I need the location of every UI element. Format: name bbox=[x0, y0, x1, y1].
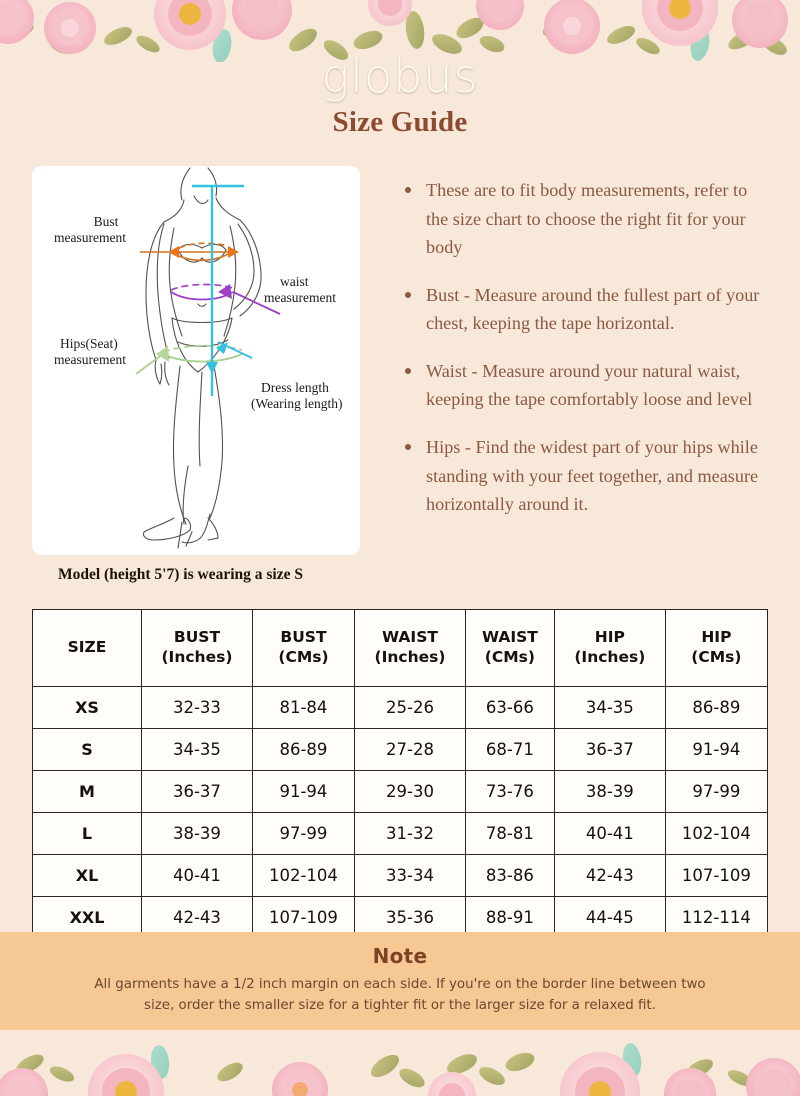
dress-length-indicator bbox=[192, 184, 253, 396]
floral-border-bottom bbox=[0, 1034, 800, 1096]
cell-hip-cms: 86-89 bbox=[664, 686, 769, 729]
instruction-item: These are to fit body measurements, refe… bbox=[398, 176, 766, 262]
page-title: Size Guide bbox=[332, 106, 468, 139]
header-line2: (Inches) bbox=[161, 648, 233, 666]
cell-waist-cms: 83-86 bbox=[464, 854, 555, 897]
cell-waist-cms: 88-91 bbox=[464, 896, 555, 939]
cell-bust-inches: 34-35 bbox=[141, 728, 253, 771]
cell-waist-cms: 78-81 bbox=[464, 812, 555, 855]
cell-bust-inches: 36-37 bbox=[141, 770, 253, 813]
body-figure-lines bbox=[142, 167, 262, 549]
bust-label-line1: Bust bbox=[94, 214, 119, 229]
header-line2: (CMs) bbox=[278, 648, 329, 666]
column-header-bust-inches: BUST (Inches) bbox=[141, 609, 253, 687]
cell-waist-cms: 73-76 bbox=[464, 770, 555, 813]
header-line1: BUST bbox=[280, 628, 327, 647]
cell-bust-inches: 42-43 bbox=[141, 896, 253, 939]
header-line1: HIP bbox=[594, 628, 625, 647]
cell-bust-cms: 102-104 bbox=[251, 854, 356, 897]
cell-waist-inches: 33-34 bbox=[354, 854, 466, 897]
cell-size: XL bbox=[32, 854, 142, 897]
hips-measurement-indicator bbox=[135, 344, 243, 375]
cell-bust-cms: 86-89 bbox=[251, 728, 356, 771]
header-line2: (Inches) bbox=[374, 648, 446, 666]
header-line1: BUST bbox=[173, 628, 221, 647]
table-row: XXL 42-43 107-109 35-36 88-91 44-45 112-… bbox=[32, 896, 769, 939]
cell-size: XS bbox=[32, 686, 142, 729]
column-header-size: SIZE bbox=[32, 609, 142, 687]
size-chart-table: SIZE BUST (Inches) BUST (CMs) WAIST (Inc… bbox=[32, 609, 769, 939]
table-row: M 36-37 91-94 29-30 73-76 38-39 97-99 bbox=[32, 770, 769, 813]
model-caption: Model (height 5'7) is wearing a size S bbox=[58, 566, 303, 583]
hips-label-line1: Hips(Seat) bbox=[60, 336, 118, 351]
cell-size: M bbox=[32, 770, 142, 813]
column-header-waist-inches: WAIST (Inches) bbox=[354, 609, 466, 687]
brand-logo: globus bbox=[321, 49, 479, 103]
table-row: L 38-39 97-99 31-32 78-81 40-41 102-104 bbox=[32, 812, 769, 855]
header-line1: SIZE bbox=[67, 638, 107, 657]
measurement-illustration-panel: Bust measurement waist measurement Hips(… bbox=[32, 166, 360, 555]
cell-hip-cms: 102-104 bbox=[664, 812, 769, 855]
measurement-instructions-list: These are to fit body measurements, refe… bbox=[398, 176, 766, 538]
note-band: Note All garments have a 1/2 inch margin… bbox=[0, 932, 800, 1030]
cell-bust-inches: 40-41 bbox=[141, 854, 253, 897]
cell-hip-inches: 40-41 bbox=[553, 812, 666, 855]
cell-bust-cms: 91-94 bbox=[251, 770, 356, 813]
cell-waist-cms: 68-71 bbox=[464, 728, 555, 771]
cell-hip-cms: 91-94 bbox=[664, 728, 769, 771]
column-header-hip-inches: HIP (Inches) bbox=[553, 609, 666, 687]
column-header-bust-cms: BUST (CMs) bbox=[251, 609, 356, 687]
cell-bust-inches: 38-39 bbox=[141, 812, 253, 855]
cell-waist-inches: 27-28 bbox=[354, 728, 466, 771]
waist-label-line1: waist bbox=[280, 274, 309, 289]
table-header-row: SIZE BUST (Inches) BUST (CMs) WAIST (Inc… bbox=[32, 609, 769, 687]
header-line1: WAIST bbox=[382, 628, 438, 647]
waist-label-line2: measurement bbox=[264, 290, 336, 305]
cell-bust-cms: 81-84 bbox=[251, 686, 356, 729]
cell-hip-cms: 107-109 bbox=[664, 854, 769, 897]
dress-length-label-line1: Dress length bbox=[261, 380, 329, 395]
hips-label-line2: measurement bbox=[54, 352, 126, 367]
cell-hip-inches: 38-39 bbox=[553, 770, 666, 813]
bust-measurement-indicator bbox=[140, 242, 239, 262]
table-row: XS 32-33 81-84 25-26 63-66 34-35 86-89 bbox=[32, 686, 769, 729]
dress-length-label-line2: (Wearing length) bbox=[251, 396, 343, 411]
cell-size: L bbox=[32, 812, 142, 855]
cell-waist-inches: 31-32 bbox=[354, 812, 466, 855]
cell-waist-inches: 25-26 bbox=[354, 686, 466, 729]
waist-measurement-indicator bbox=[170, 283, 281, 315]
cell-hip-inches: 42-43 bbox=[553, 854, 666, 897]
cell-waist-inches: 29-30 bbox=[354, 770, 466, 813]
header-line1: WAIST bbox=[481, 628, 538, 647]
header-line1: HIP bbox=[701, 628, 732, 647]
cell-bust-cms: 107-109 bbox=[251, 896, 356, 939]
instruction-item: Hips - Find the widest part of your hips… bbox=[398, 433, 766, 519]
cell-waist-cms: 63-66 bbox=[464, 686, 555, 729]
cell-bust-inches: 32-33 bbox=[141, 686, 253, 729]
note-text: All garments have a 1/2 inch margin on e… bbox=[94, 977, 706, 1013]
cell-hip-inches: 34-35 bbox=[553, 686, 666, 729]
table-row: S 34-35 86-89 27-28 68-71 36-37 91-94 bbox=[32, 728, 769, 771]
instruction-item: Bust - Measure around the fullest part o… bbox=[398, 281, 766, 338]
column-header-waist-cms: WAIST (CMs) bbox=[464, 609, 555, 687]
cell-size: XXL bbox=[32, 896, 142, 939]
body-measurement-diagram: Bust measurement waist measurement Hips(… bbox=[32, 166, 360, 555]
cell-hip-cms: 97-99 bbox=[664, 770, 769, 813]
page-header: globus Size Guide bbox=[0, 52, 800, 139]
header-line2: (Inches) bbox=[574, 648, 646, 666]
header-line2: (CMs) bbox=[691, 648, 742, 666]
instruction-item: Waist - Measure around your natural wais… bbox=[398, 357, 766, 414]
cell-hip-inches: 36-37 bbox=[553, 728, 666, 771]
bust-label-line2: measurement bbox=[54, 230, 126, 245]
cell-bust-cms: 97-99 bbox=[251, 812, 356, 855]
column-header-hip-cms: HIP (CMs) bbox=[664, 609, 769, 687]
note-title: Note bbox=[372, 944, 428, 968]
table-row: XL 40-41 102-104 33-34 83-86 42-43 107-1… bbox=[32, 854, 769, 897]
header-line2: (CMs) bbox=[484, 648, 535, 666]
cell-size: S bbox=[32, 728, 142, 771]
